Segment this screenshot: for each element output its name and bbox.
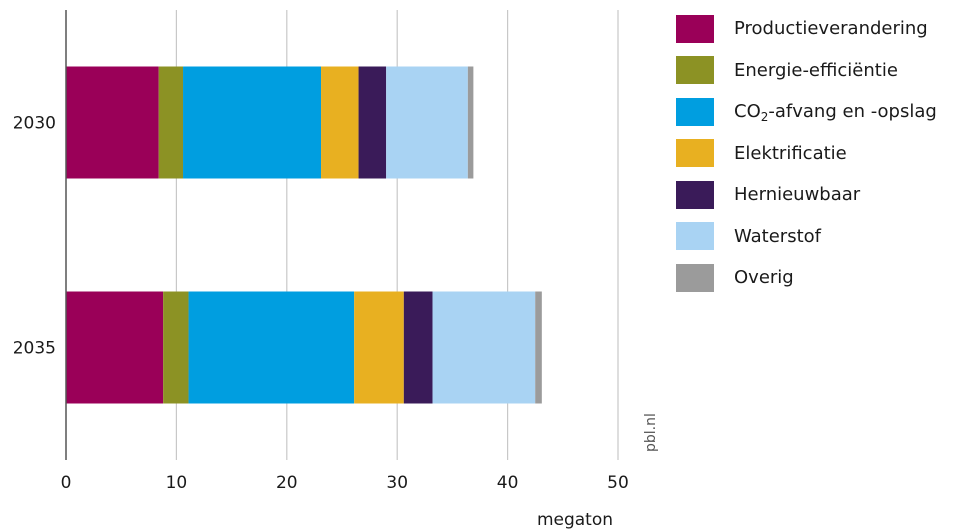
x-tick-label-0: 0 <box>61 473 72 493</box>
bar-2030-series-2 <box>183 66 322 179</box>
x-axis-title: megaton <box>537 510 613 530</box>
legend-swatch-6 <box>676 263 714 292</box>
bar-2035-series-2 <box>188 291 355 404</box>
legend-item-0: Productieverandering <box>676 8 937 50</box>
legend-item-3: Elektrificatie <box>676 133 937 175</box>
bar-2035-series-1 <box>163 291 189 404</box>
legend-item-2: CO2-afvang en -opslag <box>676 91 937 133</box>
bar-2035-series-3 <box>354 291 404 404</box>
y-tick-label-2030: 2030 <box>13 114 56 134</box>
bar-2035-series-6 <box>535 291 542 404</box>
x-tick-label-50: 50 <box>607 473 629 493</box>
y-tick-label-2035: 2035 <box>13 339 56 359</box>
legend-label-0: Productieverandering <box>734 18 928 40</box>
bar-2030-series-5 <box>386 66 468 179</box>
bar-2030-series-3 <box>321 66 359 179</box>
bar-2035-series-0 <box>66 291 164 404</box>
legend-label-5: Waterstof <box>734 225 821 247</box>
x-tick-label-40: 40 <box>497 473 519 493</box>
legend-item-1: Energie-efficiëntie <box>676 50 937 92</box>
x-tick-label-20: 20 <box>276 473 298 493</box>
credit-label: pbl.nl <box>643 413 659 452</box>
legend-swatch-5 <box>676 222 714 251</box>
legend-swatch-1 <box>676 56 714 85</box>
legend-label-4: Hernieuwbaar <box>734 184 861 206</box>
bar-2030-series-4 <box>358 66 387 179</box>
legend-item-5: Waterstof <box>676 216 937 258</box>
legend-label-3: Elektrificatie <box>734 142 847 164</box>
legend: Productieverandering Energie-efficiëntie C… <box>676 8 937 299</box>
bar-2035-series-5 <box>432 291 536 404</box>
bar-2030-series-6 <box>467 66 474 179</box>
bar-2030-series-0 <box>66 66 159 179</box>
x-tick-label-10: 10 <box>166 473 188 493</box>
legend-item-4: Hernieuwbaar <box>676 174 937 216</box>
legend-swatch-3 <box>676 139 714 168</box>
x-tick-labels: 0 10 20 30 40 50 <box>61 473 629 493</box>
bar-2035-series-4 <box>403 291 433 404</box>
legend-label-6: Overig <box>734 267 794 289</box>
bar-2030-series-1 <box>158 66 184 179</box>
legend-swatch-4 <box>676 180 714 209</box>
legend-label-2: CO2-afvang en -opslag <box>734 101 937 125</box>
legend-swatch-2 <box>676 97 714 126</box>
legend-swatch-0 <box>676 14 714 43</box>
x-tick-label-30: 30 <box>386 473 408 493</box>
legend-item-6: Overig <box>676 257 937 299</box>
bars <box>66 66 542 404</box>
y-tick-labels: 2030 2035 <box>13 114 56 359</box>
legend-label-1: Energie-efficiëntie <box>734 59 898 81</box>
